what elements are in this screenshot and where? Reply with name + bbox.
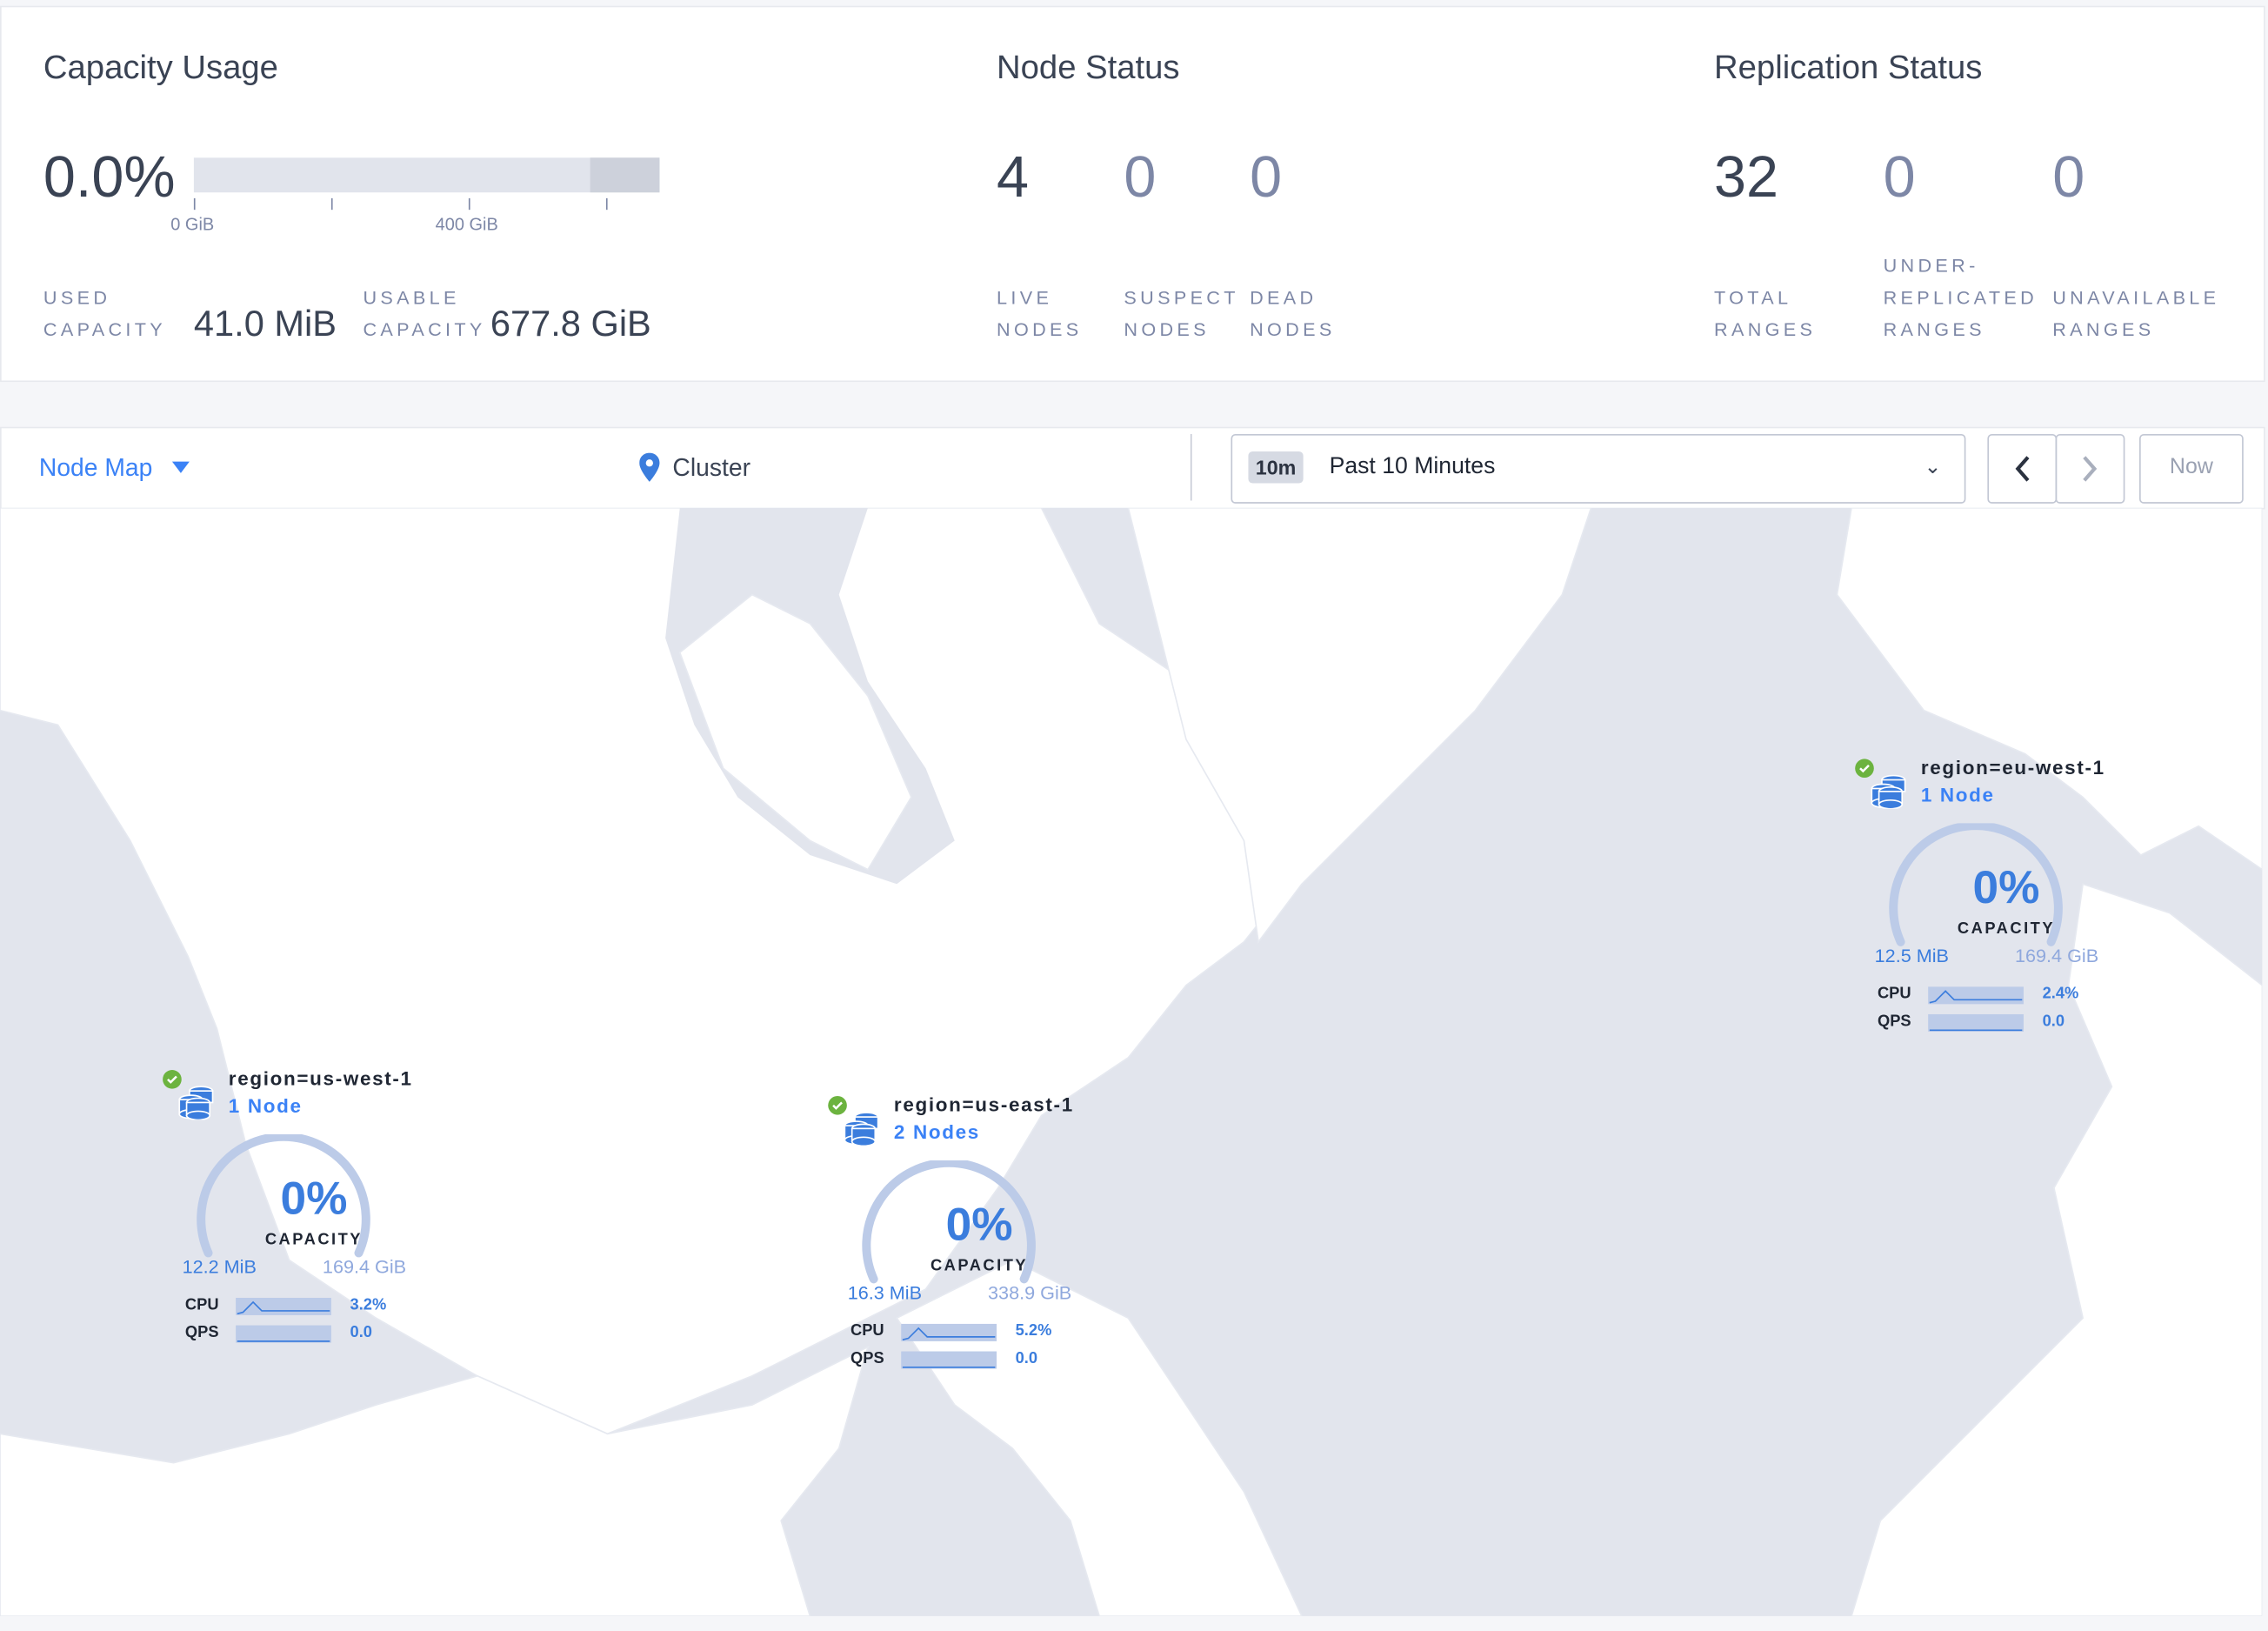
view-selector[interactable]: Node Map [38,454,153,482]
capacity-label: CAPACITY [264,1231,363,1249]
total-ranges-count: 32 [1714,145,1779,211]
region-marker[interactable]: region=us-east-1 2 Nodes 0% CAPACITY 16.… [827,1093,1117,1387]
database-icon [1871,774,1906,809]
qps-value: 0.0 [2042,1013,2065,1031]
cpu-value: 3.2% [350,1296,387,1314]
region-node-count[interactable]: 2 Nodes [893,1121,980,1144]
capacity-gauge [197,1134,370,1258]
total-capacity: 169.4 GiB [322,1255,407,1278]
usable-capacity-value: 677.8 GiB [490,304,651,344]
under-replicated-label: UNDER- REPLICATED RANGES [1883,254,2038,340]
tick-label: 400 GiB [435,214,498,235]
next-button[interactable] [2055,433,2125,504]
cpu-sparkline [236,1297,331,1315]
capacity-label: CAPACITY [930,1257,1029,1275]
time-chip: 10m [1248,451,1304,484]
cpu-label: CPU [850,1322,884,1340]
cpu-label: CPU [1877,985,1911,1003]
qps-sparkline [236,1325,331,1343]
suspect-nodes-count: 0 [1124,145,1157,211]
capacity-percent: 0% [1972,860,2040,913]
node-status-title: Node Status [997,47,1180,86]
used-capacity: 16.3 MiB [847,1281,923,1304]
region-name[interactable]: region=us-west-1 [228,1067,413,1090]
previous-button[interactable] [1987,433,2058,504]
chevron-down-icon: ⌄ [1924,454,1942,478]
capacity-percent: 0% [945,1198,1013,1251]
toolbar: Node Map Cluster 10m Past 10 Minutes ⌄ N… [0,426,2265,510]
qps-label: QPS [1877,1013,1911,1031]
replication-status-title: Replication Status [1714,47,1983,86]
node-map[interactable] [0,507,2263,1616]
live-nodes-label: LIVE NODES [997,286,1083,340]
dead-nodes-label: DEAD NODES [1250,286,1336,340]
world-map [0,507,2263,1616]
used-capacity-label: USED CAPACITY [43,286,167,340]
suspect-nodes-label: SUSPECT NODES [1124,286,1239,340]
chevron-right-icon [2083,456,2098,482]
database-icon [844,1112,879,1146]
capacity-bar [193,157,660,193]
region-marker[interactable]: region=eu-west-1 1 Node 0% CAPACITY 12.5… [1854,756,2144,1049]
now-button[interactable]: Now [2139,433,2244,504]
dead-nodes-count: 0 [1250,145,1283,211]
unavailable-ranges-label: UNAVAILABLE RANGES [2052,286,2220,340]
time-range-label: Past 10 Minutes [1329,454,1496,479]
cpu-label: CPU [184,1296,219,1314]
qps-value: 0.0 [350,1323,372,1341]
cpu-sparkline [901,1323,997,1341]
under-replicated-count: 0 [1883,145,1916,211]
healthy-check-icon [1855,759,1874,779]
total-ranges-label: TOTAL RANGES [1714,286,1817,340]
chevron-left-icon [2015,456,2030,482]
qps-sparkline [901,1351,997,1369]
time-range-select[interactable]: 10m Past 10 Minutes ⌄ [1231,433,1966,504]
capacity-gauge [862,1160,1036,1284]
used-capacity: 12.5 MiB [1874,945,1949,967]
capacity-percent: 0% [280,1172,348,1225]
summary-card: Capacity Usage 0.0% 0 GiB 400 GiB USED CA… [0,5,2265,383]
region-marker[interactable]: region=us-west-1 1 Node 0% CAPACITY 12.2… [162,1067,451,1360]
region-name[interactable]: region=us-east-1 [893,1093,1074,1116]
region-node-count[interactable]: 1 Node [1920,784,1995,806]
database-icon [178,1086,214,1120]
usable-capacity-label: USABLE CAPACITY [363,286,486,340]
live-nodes-count: 4 [997,145,1030,211]
tick-label: 0 GiB [170,214,215,235]
capacity-usage-title: Capacity Usage [43,47,278,86]
qps-sparkline [1928,1013,2024,1032]
breadcrumb-cluster[interactable]: Cluster [672,454,751,482]
cpu-sparkline [1928,986,2024,1005]
qps-value: 0.0 [1015,1349,1038,1367]
qps-label: QPS [184,1323,219,1341]
cpu-value: 2.4% [2042,985,2079,1003]
total-capacity: 338.9 GiB [988,1281,1072,1304]
capacity-label: CAPACITY [1957,919,2056,938]
unavailable-ranges-count: 0 [2052,145,2085,211]
total-capacity: 169.4 GiB [2014,945,2099,967]
capacity-percent: 0.0% [43,145,176,211]
used-capacity-value: 41.0 MiB [193,304,337,344]
cpu-value: 5.2% [1015,1322,1052,1340]
caret-down-icon[interactable] [171,461,190,473]
map-pin-icon [639,452,660,482]
region-node-count[interactable]: 1 Node [228,1095,303,1118]
qps-label: QPS [850,1349,884,1367]
used-capacity: 12.2 MiB [182,1255,257,1278]
region-name[interactable]: region=eu-west-1 [1920,756,2105,779]
healthy-check-icon [163,1070,182,1089]
capacity-gauge [1889,823,2063,946]
healthy-check-icon [828,1095,847,1115]
